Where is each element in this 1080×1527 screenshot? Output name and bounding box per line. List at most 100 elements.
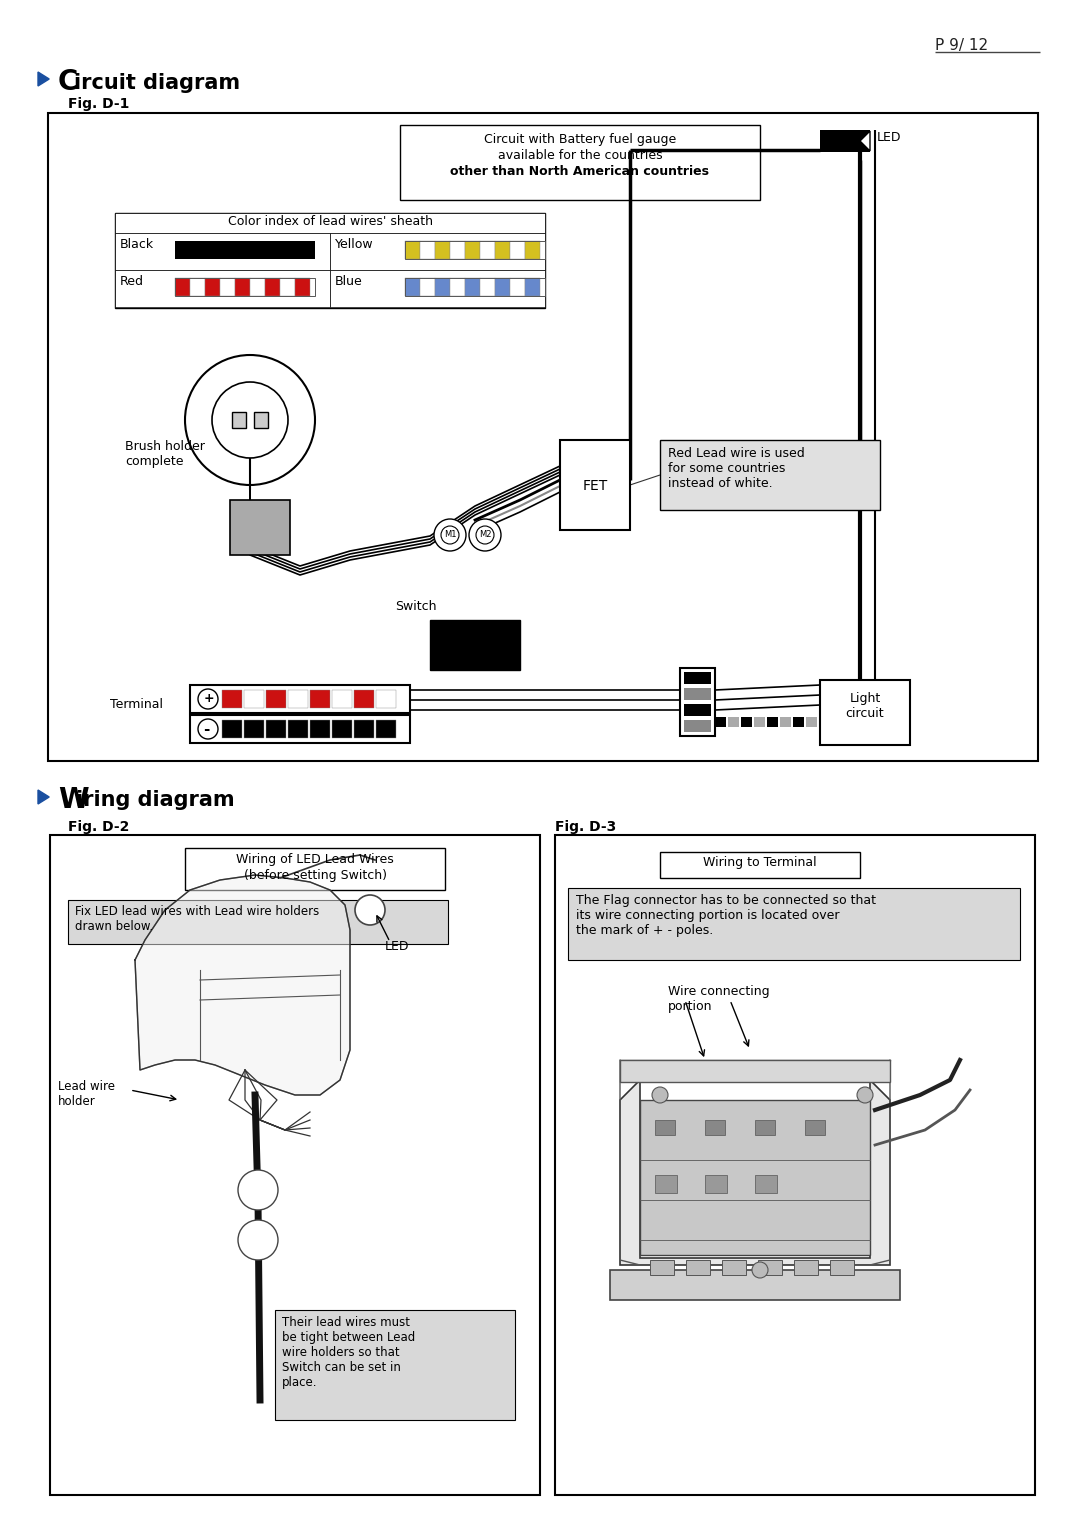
Bar — [465, 278, 480, 296]
Bar — [232, 412, 246, 428]
Text: +: + — [204, 692, 215, 705]
Bar — [400, 125, 760, 200]
Bar — [654, 1119, 675, 1135]
Text: P 9/ 12: P 9/ 12 — [935, 38, 988, 53]
Bar — [450, 241, 465, 260]
Polygon shape — [38, 789, 50, 805]
Text: Circuit with Battery fuel gauge: Circuit with Battery fuel gauge — [484, 133, 676, 147]
Bar — [376, 690, 396, 709]
Bar — [310, 721, 330, 738]
Bar — [354, 721, 374, 738]
Bar — [684, 672, 711, 684]
Text: Lead wire
holder: Lead wire holder — [58, 1080, 114, 1109]
Bar — [405, 241, 420, 260]
Bar — [465, 241, 480, 260]
Bar — [114, 234, 330, 270]
Bar — [680, 667, 715, 736]
Text: M2: M2 — [478, 530, 491, 539]
Bar — [610, 1270, 900, 1299]
Bar — [244, 690, 264, 709]
Bar — [68, 899, 448, 944]
Bar — [806, 718, 816, 727]
Bar — [220, 278, 235, 296]
Text: Blue: Blue — [335, 275, 363, 289]
Bar — [114, 212, 545, 308]
Bar — [480, 278, 495, 296]
Bar — [684, 704, 711, 716]
Bar — [295, 278, 310, 296]
Bar — [435, 241, 450, 260]
Bar — [820, 130, 870, 153]
Bar — [288, 721, 308, 738]
Text: Light
circuit: Light circuit — [846, 692, 885, 721]
Bar — [420, 241, 435, 260]
Bar — [723, 1260, 746, 1275]
Circle shape — [476, 525, 494, 544]
Bar — [265, 278, 280, 296]
Bar — [495, 278, 510, 296]
Text: LED: LED — [384, 941, 409, 953]
Bar — [114, 270, 330, 307]
Bar — [50, 835, 540, 1495]
Polygon shape — [135, 875, 350, 1095]
Bar — [450, 278, 465, 296]
Bar — [510, 278, 525, 296]
Text: Black: Black — [120, 238, 154, 250]
Bar — [755, 1174, 777, 1193]
Bar — [330, 270, 545, 307]
Circle shape — [434, 519, 465, 551]
Bar — [185, 847, 445, 890]
Bar — [805, 1119, 825, 1135]
Text: Their lead wires must
be tight between Lead
wire holders so that
Switch can be s: Their lead wires must be tight between L… — [282, 1316, 415, 1390]
Text: Fig. D-1: Fig. D-1 — [68, 98, 130, 111]
Text: Wiring to Terminal: Wiring to Terminal — [703, 857, 816, 869]
Bar — [705, 1174, 727, 1193]
Bar — [266, 721, 286, 738]
Bar — [222, 721, 242, 738]
Bar — [620, 1060, 890, 1083]
Circle shape — [198, 689, 218, 709]
Bar — [48, 113, 1038, 760]
Text: ircuit diagram: ircuit diagram — [75, 73, 240, 93]
Bar — [354, 690, 374, 709]
Text: available for the countries: available for the countries — [498, 150, 662, 162]
Bar — [230, 499, 291, 554]
Bar — [330, 234, 545, 270]
Text: Brush holder
complete: Brush holder complete — [125, 440, 205, 467]
Bar — [190, 686, 410, 713]
Bar — [684, 721, 711, 731]
Bar — [561, 440, 630, 530]
Bar — [190, 715, 410, 744]
Bar — [831, 1260, 854, 1275]
Circle shape — [469, 519, 501, 551]
Text: Red Lead wire is used
for some countries
instead of white.: Red Lead wire is used for some countries… — [669, 447, 805, 490]
Bar — [405, 278, 545, 296]
Bar — [654, 1174, 677, 1193]
Polygon shape — [620, 1080, 890, 1264]
Bar — [640, 1099, 870, 1255]
Text: iring diagram: iring diagram — [76, 789, 234, 809]
Bar — [793, 718, 804, 727]
Bar — [205, 278, 220, 296]
Text: Wiring of LED Lead Wires: Wiring of LED Lead Wires — [237, 854, 394, 866]
Text: Fig. D-3: Fig. D-3 — [555, 820, 617, 834]
Circle shape — [652, 1087, 669, 1102]
Text: The Flag connector has to be connected so that
its wire connecting portion is lo: The Flag connector has to be connected s… — [576, 893, 876, 938]
Bar — [332, 690, 352, 709]
Bar — [660, 440, 880, 510]
Bar — [510, 241, 525, 260]
Bar — [332, 721, 352, 738]
Bar — [780, 718, 791, 727]
Text: LED: LED — [877, 131, 902, 144]
Bar — [280, 278, 295, 296]
Text: Terminal: Terminal — [110, 698, 163, 712]
Polygon shape — [860, 131, 870, 151]
Text: W: W — [58, 786, 89, 814]
Bar — [405, 278, 420, 296]
Circle shape — [441, 525, 459, 544]
Bar — [430, 620, 519, 670]
Text: Red: Red — [120, 275, 144, 289]
Bar — [222, 690, 242, 709]
Bar — [754, 718, 765, 727]
Bar — [758, 1260, 782, 1275]
